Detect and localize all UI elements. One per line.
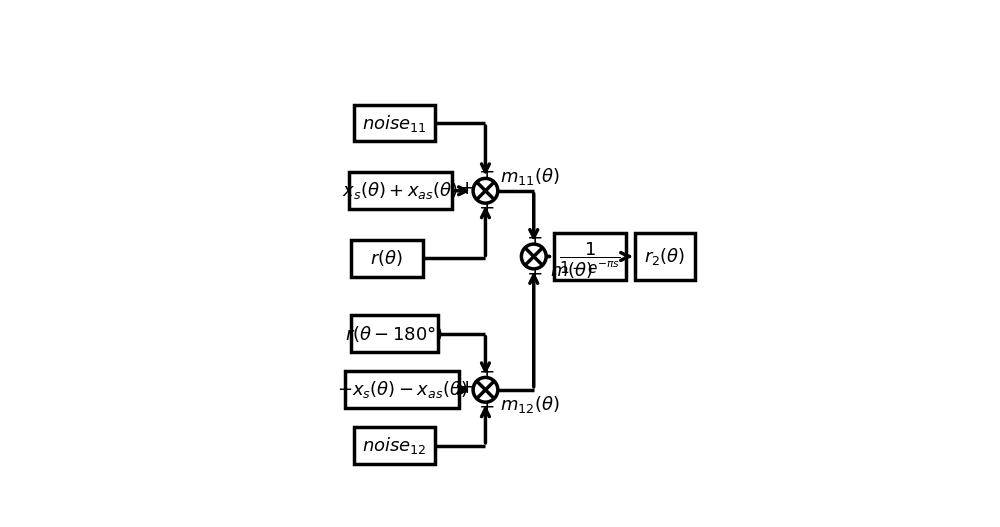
Text: $-x_s(\theta)-x_{as}(\theta)$: $-x_s(\theta)-x_{as}(\theta)$ <box>337 379 468 401</box>
Text: $m_{12}(\theta)$: $m_{12}(\theta)$ <box>500 394 559 415</box>
Circle shape <box>473 179 498 203</box>
Text: +: + <box>479 398 495 417</box>
Text: +: + <box>459 179 475 198</box>
Text: +: + <box>527 229 544 248</box>
FancyBboxPatch shape <box>345 372 459 408</box>
Text: $r(\theta)$: $r(\theta)$ <box>370 248 403 268</box>
Text: $r_2(\theta)$: $r_2(\theta)$ <box>644 246 686 267</box>
Text: $m_{11}(\theta)$: $m_{11}(\theta)$ <box>500 166 559 187</box>
FancyBboxPatch shape <box>351 315 438 352</box>
FancyBboxPatch shape <box>635 233 695 280</box>
Text: +: + <box>527 265 544 284</box>
Text: +: + <box>459 378 475 397</box>
FancyBboxPatch shape <box>554 233 626 280</box>
Text: $\mathit{noise}_{11}$: $\mathit{noise}_{11}$ <box>362 113 427 134</box>
Text: +: + <box>479 163 495 182</box>
Text: $r(\theta-180°)$: $r(\theta-180°)$ <box>345 324 444 344</box>
Text: $x_s(\theta)+x_{as}(\theta)$: $x_s(\theta)+x_{as}(\theta)$ <box>342 180 459 201</box>
FancyBboxPatch shape <box>349 172 452 209</box>
Circle shape <box>521 244 546 269</box>
Text: $\overline{1-e^{-\pi s}}$: $\overline{1-e^{-\pi s}}$ <box>559 257 621 277</box>
Text: $\mathit{noise}_{12}$: $\mathit{noise}_{12}$ <box>362 435 427 456</box>
FancyBboxPatch shape <box>354 427 435 464</box>
Text: $m(\theta)$: $m(\theta)$ <box>550 260 593 280</box>
Circle shape <box>473 377 498 402</box>
Text: $1$: $1$ <box>584 240 596 259</box>
FancyBboxPatch shape <box>351 240 423 277</box>
Text: +: + <box>479 363 495 382</box>
Text: +: + <box>479 199 495 218</box>
FancyBboxPatch shape <box>354 105 435 141</box>
